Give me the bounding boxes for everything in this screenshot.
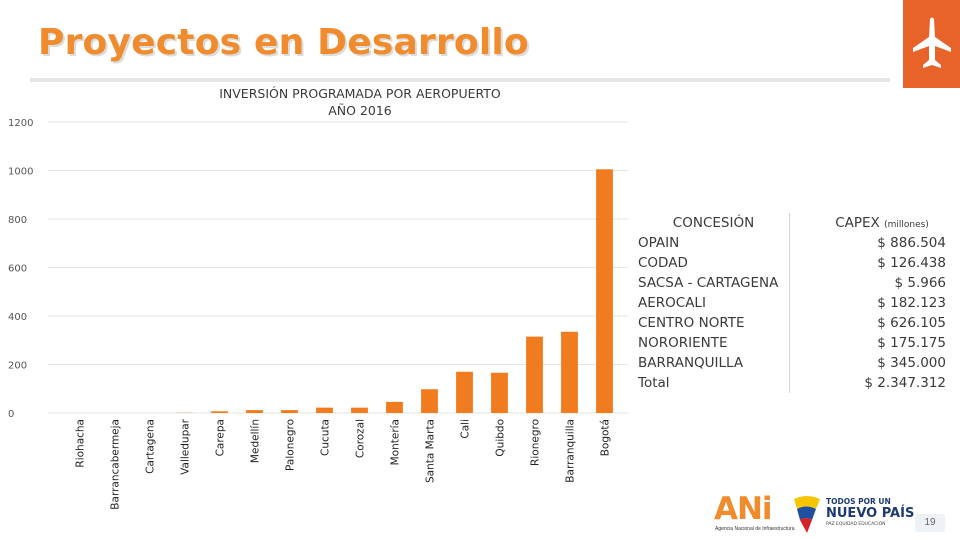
header-capex-label: CAPEX	[835, 215, 880, 231]
concesion-name: NORORIENTE	[635, 333, 790, 353]
capex-value: $ 182.123	[877, 295, 946, 311]
bar	[526, 336, 543, 413]
y-tick-label: 1000	[8, 167, 33, 178]
x-tick-label: Carepa	[215, 419, 227, 456]
header-capex: CAPEX (millones)	[790, 213, 950, 233]
x-tick-label: Barrancabermeja	[110, 419, 122, 510]
table-header: CONCESIÓN CAPEX (millones)	[635, 213, 950, 233]
y-tick-label: 600	[8, 264, 27, 275]
bar	[421, 389, 438, 413]
plane-badge	[903, 0, 960, 88]
table-body: OPAIN $ 886.504 CODAD $ 126.438 SACSA - CART…	[635, 233, 950, 393]
bar	[281, 410, 298, 413]
x-tick-label: Palonegro	[285, 419, 297, 471]
capex-value: $ 626.105	[877, 315, 946, 331]
x-tick-label: Bogotá	[600, 419, 612, 456]
x-tick-label: Riohacha	[75, 419, 87, 468]
header-concesion: CONCESIÓN	[635, 213, 790, 233]
ani-logo: ANi Agencia Nacional de Infraestructura	[714, 491, 795, 538]
gov-line1: TODOS POR UN	[826, 497, 891, 506]
x-tick-label: Barranquilla	[565, 419, 577, 483]
bar	[596, 169, 613, 413]
x-tick-label: Santa Marta	[425, 419, 437, 483]
bar	[456, 371, 473, 413]
x-tick-label: Rionegro	[530, 419, 542, 466]
concesion-name: AEROCALI	[635, 293, 790, 313]
gov-line2: NUEVO PAÍS	[826, 506, 915, 521]
capex-table: CONCESIÓN CAPEX (millones) OPAIN $ 886.50…	[635, 213, 950, 393]
colombia-flag-icon	[794, 496, 820, 533]
x-tick-label: Cartagena	[145, 419, 157, 474]
bar	[561, 331, 578, 413]
government-logo: TODOS POR UN NUEVO PAÍS PAZ EQUIDAD EDUC…	[790, 493, 914, 537]
x-tick-label: Montería	[390, 419, 402, 465]
concesion-name: SACSA - CARTAGENA	[635, 273, 790, 293]
airplane-icon	[913, 17, 951, 68]
x-tick-label: Cucuta	[320, 419, 332, 456]
capex-value: $ 126.438	[877, 255, 946, 271]
capex-value: $ 345.000	[877, 355, 946, 371]
slide-title: Proyectos en Desarrollo	[38, 22, 529, 63]
table-row: Total $ 2.347.312	[635, 373, 950, 393]
concesion-name: OPAIN	[635, 233, 790, 253]
ani-logo-subtitle: Agencia Nacional de Infraestructura	[715, 526, 795, 532]
table-row: NORORIENTE $ 175.175	[635, 333, 950, 353]
capex-value: $ 5.966	[894, 275, 946, 291]
concesion-name: CODAD	[635, 253, 790, 273]
government-logo-text: TODOS POR UN NUEVO PAÍS PAZ EQUIDAD EDUC…	[826, 497, 914, 528]
bar	[316, 407, 333, 413]
bar	[491, 372, 508, 413]
capex-value: $ 2.347.312	[864, 375, 946, 391]
table-row: SACSA - CARTAGENA $ 5.966	[635, 273, 950, 293]
y-tick-label: 200	[8, 361, 27, 372]
chart-title-line2: AÑO 2016	[328, 103, 392, 118]
y-tick-label: 400	[8, 312, 27, 323]
bar	[386, 401, 403, 413]
table-row: BARRANQUILLA $ 345.000	[635, 353, 950, 373]
table-row: CODAD $ 126.438	[635, 253, 950, 273]
table-row: OPAIN $ 886.504	[635, 233, 950, 253]
y-tick-label: 800	[8, 215, 27, 226]
ani-logo-mark: ANi	[714, 491, 773, 527]
gov-line3: PAZ EQUIDAD EDUCACIÓN	[826, 522, 886, 527]
y-tick-label: 0	[8, 409, 14, 420]
capex-value: $ 175.175	[877, 335, 946, 351]
bar	[351, 407, 368, 413]
page-number: 19	[915, 514, 945, 532]
chart-title: INVERSIÓN PROGRAMADA POR AEROPUERTO AÑO …	[170, 85, 550, 119]
chart-title-line1: INVERSIÓN PROGRAMADA POR AEROPUERTO	[219, 86, 501, 101]
bar	[211, 411, 228, 413]
capex-value: $ 886.504	[877, 235, 946, 251]
bar	[246, 410, 263, 413]
table-row: AEROCALI $ 182.123	[635, 293, 950, 313]
x-tick-label: Cali	[460, 419, 472, 439]
concesion-name: BARRANQUILLA	[635, 353, 790, 373]
investment-bar-chart: 0 200 400 600 800 1000 1200 Riohacha Barrancaber…	[8, 118, 628, 510]
header-capex-unit: (millones)	[884, 220, 929, 230]
concesion-name: Total	[635, 373, 790, 393]
x-tick-label: Valledupar	[180, 418, 192, 475]
y-tick-label: 1200	[8, 118, 33, 129]
x-tick-label: Quibdo	[495, 419, 507, 457]
table-row: CENTRO NORTE $ 626.105	[635, 313, 950, 333]
concesion-name: CENTRO NORTE	[635, 313, 790, 333]
title-underline	[30, 78, 890, 82]
x-tick-label: Medellín	[250, 419, 262, 463]
x-tick-label: Corozal	[355, 419, 367, 458]
